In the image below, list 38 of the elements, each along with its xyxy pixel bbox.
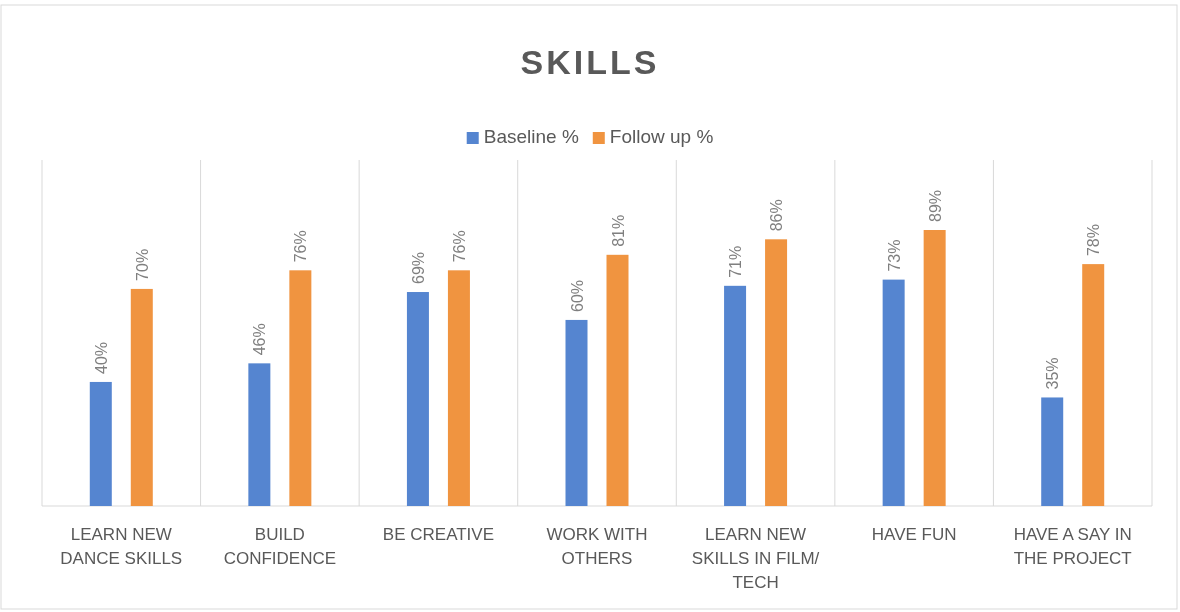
x-tick-label: HAVE A SAY IN THE PROJECT [1013,525,1132,568]
data-label: 46% [251,323,269,356]
x-tick-label: WORK WITH OTHERS [546,525,648,568]
bar [724,285,747,506]
bar [1041,397,1064,506]
legend-label: Follow up % [609,126,714,147]
x-tick-label: LEARN NEW DANCE SKILLS [60,525,183,568]
data-label: 69% [409,251,427,285]
bar [406,292,429,506]
bar [765,239,788,506]
bar [130,288,153,506]
bar [565,319,588,506]
data-label: 35% [1044,357,1062,390]
x-tick-label: BUILD CONFIDENCE [223,525,337,568]
x-tick-label: LEARN NEW SKILLS IN FILM/ TECH [691,525,820,592]
data-label: 71% [727,245,745,278]
bar [248,363,271,506]
data-label: 73% [885,239,903,272]
data-label: 60% [568,279,586,312]
bar [89,381,112,506]
bar [882,279,905,506]
x-tick-label: HAVE FUN [871,525,957,544]
data-label: 76% [292,230,310,263]
x-tick-label: BE CREATIVE [382,525,495,544]
bar [923,230,946,506]
data-label: 89% [926,189,944,222]
bar [447,270,470,506]
data-label: 86% [768,199,786,232]
legend-label: Baseline % [483,126,579,147]
data-label: 78% [1085,224,1103,257]
bar [289,270,312,506]
data-label: 70% [133,248,151,281]
data-label: 76% [450,230,468,263]
bar [1082,264,1105,506]
bar [606,254,629,506]
chart-title: SKILLS [520,43,660,81]
data-label: 40% [92,341,110,374]
data-label: 81% [609,214,627,247]
